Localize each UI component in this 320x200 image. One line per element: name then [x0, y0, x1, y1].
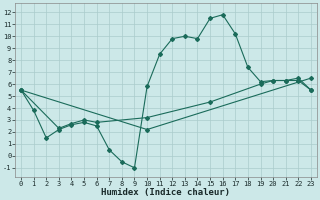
X-axis label: Humidex (Indice chaleur): Humidex (Indice chaleur) [101, 188, 230, 197]
